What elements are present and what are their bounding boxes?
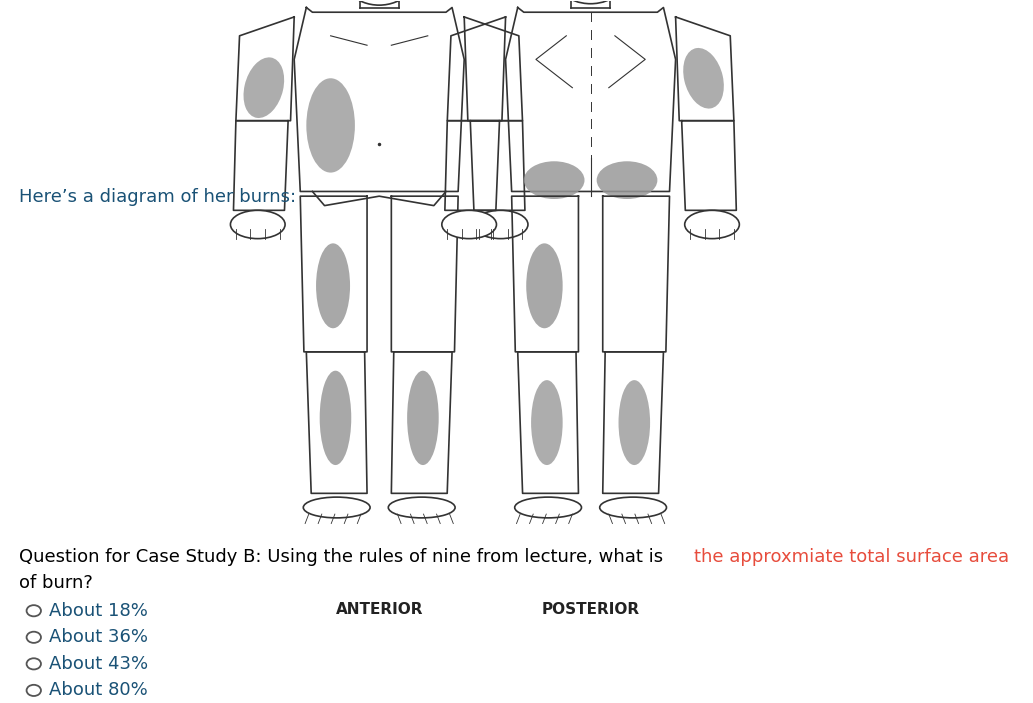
Ellipse shape bbox=[597, 161, 657, 199]
Text: of burn?: of burn? bbox=[20, 574, 93, 593]
Polygon shape bbox=[392, 196, 458, 352]
Polygon shape bbox=[470, 121, 525, 210]
Polygon shape bbox=[676, 17, 733, 121]
Ellipse shape bbox=[531, 380, 563, 465]
Text: POSTERIOR: POSTERIOR bbox=[541, 602, 639, 617]
Ellipse shape bbox=[304, 497, 370, 518]
Ellipse shape bbox=[319, 370, 351, 465]
Ellipse shape bbox=[683, 48, 724, 108]
Polygon shape bbox=[602, 352, 663, 494]
Polygon shape bbox=[233, 121, 288, 210]
Polygon shape bbox=[294, 8, 464, 191]
Text: Question for Case Study B: Using the rules of nine from lecture, what is: Question for Case Study B: Using the rul… bbox=[20, 548, 669, 566]
Text: About 18%: About 18% bbox=[49, 602, 148, 620]
Ellipse shape bbox=[685, 210, 740, 238]
Ellipse shape bbox=[244, 58, 284, 118]
Ellipse shape bbox=[442, 210, 497, 238]
Text: About 36%: About 36% bbox=[49, 628, 148, 646]
Polygon shape bbox=[602, 196, 669, 352]
Ellipse shape bbox=[514, 497, 582, 518]
Text: About 80%: About 80% bbox=[49, 681, 148, 699]
Polygon shape bbox=[236, 17, 294, 121]
Polygon shape bbox=[445, 121, 500, 210]
Text: the approxmiate total surface area: the approxmiate total surface area bbox=[694, 548, 1009, 566]
Polygon shape bbox=[518, 352, 578, 494]
Polygon shape bbox=[511, 196, 578, 352]
Ellipse shape bbox=[524, 161, 585, 199]
Ellipse shape bbox=[316, 243, 350, 328]
Polygon shape bbox=[301, 196, 367, 352]
Ellipse shape bbox=[526, 243, 563, 328]
Ellipse shape bbox=[619, 380, 650, 465]
Text: Here’s a diagram of her burns:: Here’s a diagram of her burns: bbox=[20, 188, 296, 206]
Polygon shape bbox=[464, 17, 523, 121]
Ellipse shape bbox=[473, 210, 528, 238]
Polygon shape bbox=[505, 8, 676, 191]
Ellipse shape bbox=[407, 370, 439, 465]
Ellipse shape bbox=[337, 0, 421, 5]
Text: About 43%: About 43% bbox=[49, 655, 148, 673]
Text: ANTERIOR: ANTERIOR bbox=[336, 602, 422, 617]
Polygon shape bbox=[392, 352, 452, 494]
Ellipse shape bbox=[388, 497, 456, 518]
Ellipse shape bbox=[230, 210, 285, 238]
Ellipse shape bbox=[600, 497, 666, 518]
Polygon shape bbox=[682, 121, 737, 210]
Ellipse shape bbox=[307, 78, 355, 173]
Polygon shape bbox=[307, 352, 367, 494]
Ellipse shape bbox=[549, 0, 633, 4]
Polygon shape bbox=[447, 17, 505, 121]
